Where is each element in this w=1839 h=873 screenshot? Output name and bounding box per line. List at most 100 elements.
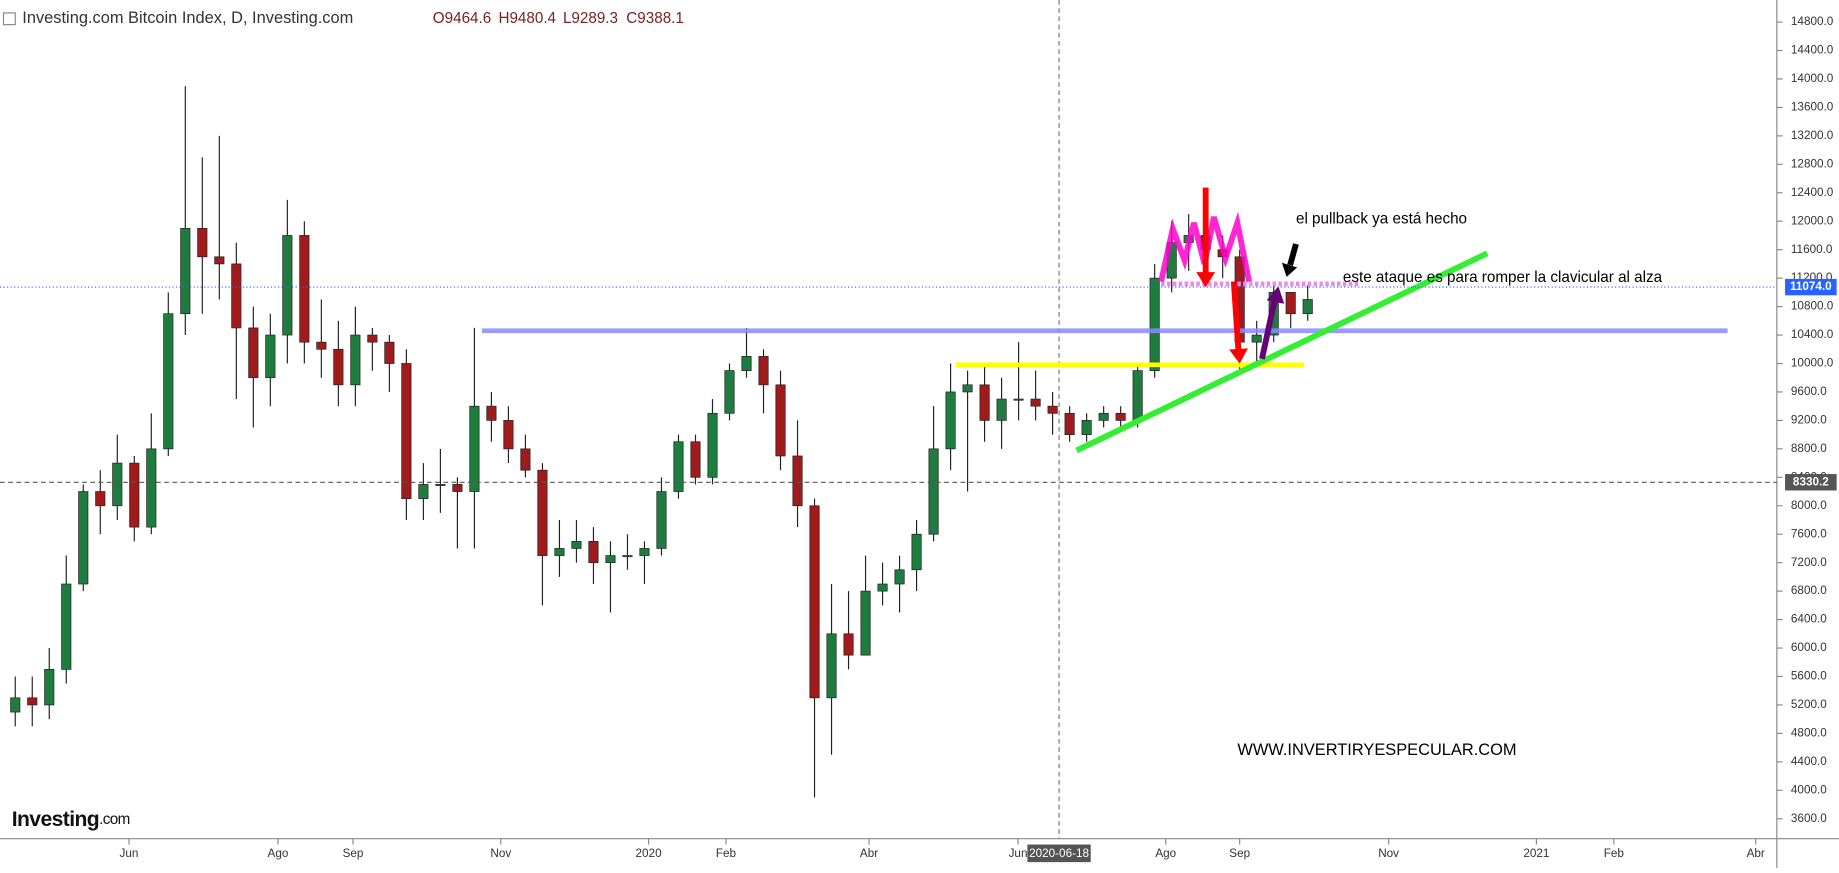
candle-body (61, 583, 72, 670)
y-tick-label: 12000.0 (1791, 214, 1834, 227)
ohlc-high: H9480.4 (498, 10, 556, 27)
y-tick-label: 9200.0 (1791, 413, 1827, 426)
candle-body (1098, 412, 1109, 421)
trend-line (1075, 250, 1489, 454)
y-tick-label: 11600.0 (1791, 243, 1833, 256)
y-tick-label: 10800.0 (1791, 300, 1834, 313)
y-tick-label: 10000.0 (1791, 357, 1834, 370)
y-tick-label: 12800.0 (1791, 157, 1834, 170)
x-tick-label: Feb (716, 847, 737, 860)
y-tick-label: 3600.0 (1791, 812, 1827, 825)
arrow (1287, 243, 1299, 266)
candle-body (282, 235, 293, 336)
y-tick-label: 6400.0 (1791, 613, 1827, 626)
candle-body (112, 462, 123, 507)
x-tick-label: Nov (1378, 847, 1399, 860)
candle-body (1302, 299, 1313, 315)
marks (10, 86, 1313, 798)
candle-body (146, 448, 157, 528)
candle-body (894, 569, 905, 585)
x-tick-label: Jun (120, 847, 139, 860)
x-tick-label: Sep (1229, 847, 1250, 860)
y-tick-label: 10400.0 (1791, 328, 1834, 341)
candle-body (180, 227, 191, 315)
candle-body (1251, 334, 1262, 343)
candle-body (231, 263, 242, 329)
candle-body (435, 484, 446, 486)
x-tick-label: Nov (490, 847, 511, 860)
ohlc-low: L9289.3 (563, 10, 618, 27)
candle-body (1132, 370, 1143, 421)
candle-body (826, 633, 837, 699)
candle-body (792, 455, 803, 507)
x-tick-label: Sep (343, 847, 364, 860)
candle-body (367, 334, 378, 343)
candle-body (418, 484, 429, 500)
candle-body (724, 370, 735, 414)
crosshair-box (1027, 844, 1091, 863)
y-tick-label: 5200.0 (1791, 698, 1827, 711)
candle-body (503, 420, 514, 450)
title: Investing.com Bitcoin Index, D, Investin… (22, 9, 353, 27)
y-tick-label: 12400.0 (1791, 186, 1834, 199)
y-tick-label: 4800.0 (1791, 726, 1827, 739)
candle-body (299, 235, 310, 343)
candle-body (95, 491, 106, 507)
candle-body (1081, 420, 1092, 435)
y-tick-label: 7600.0 (1791, 527, 1827, 540)
candle-body (129, 462, 140, 528)
arrow-head (1196, 272, 1216, 288)
candle-body (520, 448, 531, 471)
candle-body (877, 583, 888, 592)
candle-body (1064, 412, 1075, 435)
x-tick-label: Abr (860, 847, 878, 860)
candle-body (197, 227, 208, 258)
y-tick-label: 8800.0 (1791, 442, 1827, 455)
y-tick-label: 8000.0 (1791, 499, 1827, 512)
candle-body (690, 441, 701, 478)
candle-body (758, 356, 769, 386)
candle-body (843, 633, 854, 656)
candle-body (1047, 405, 1058, 414)
y-tick-label: 14800.0 (1791, 15, 1834, 28)
candle-body (214, 256, 225, 265)
candle-body (962, 384, 973, 393)
candle-body (673, 441, 684, 492)
candle-body (350, 334, 361, 386)
x-tick-label: Ago (1155, 847, 1176, 860)
ohlc-close: C9388.1 (626, 10, 684, 27)
candle-body (639, 548, 650, 556)
candle-body (1115, 412, 1126, 421)
candle-body (809, 505, 820, 699)
candle-body (554, 548, 565, 556)
candle-body (44, 669, 55, 706)
candle-body (248, 327, 259, 379)
logo-main: Investing (12, 807, 99, 830)
y-tick-label: 7200.0 (1791, 556, 1827, 569)
price-label: 11074.0 (1790, 280, 1832, 293)
candle-body (588, 540, 599, 564)
candle-body (27, 697, 38, 706)
candle-body (605, 555, 616, 564)
arrow-head (1266, 286, 1285, 304)
y-tick-label: 4000.0 (1791, 783, 1827, 796)
candle-body (163, 313, 174, 450)
candle-body (1149, 277, 1160, 371)
candle-body (384, 341, 395, 364)
annotation: este ataque es para romper la clavicular… (1343, 269, 1663, 286)
arrow (1259, 298, 1278, 360)
arrow-head (1281, 262, 1298, 277)
crosshair-label: 2020-06-18 (1029, 847, 1089, 860)
candle-body (928, 448, 939, 535)
price-box (1785, 278, 1837, 296)
candle-body (469, 405, 480, 492)
collapse-icon[interactable] (2, 12, 16, 26)
logo: Investing.com (12, 807, 130, 830)
y-tick-label: 6800.0 (1791, 584, 1827, 597)
candle-body (996, 398, 1007, 421)
candle-body (333, 348, 344, 386)
x-tick-label: 2020 (636, 847, 663, 860)
candle-body (78, 491, 89, 585)
candle-body (707, 412, 718, 478)
candle-body (1285, 292, 1296, 315)
